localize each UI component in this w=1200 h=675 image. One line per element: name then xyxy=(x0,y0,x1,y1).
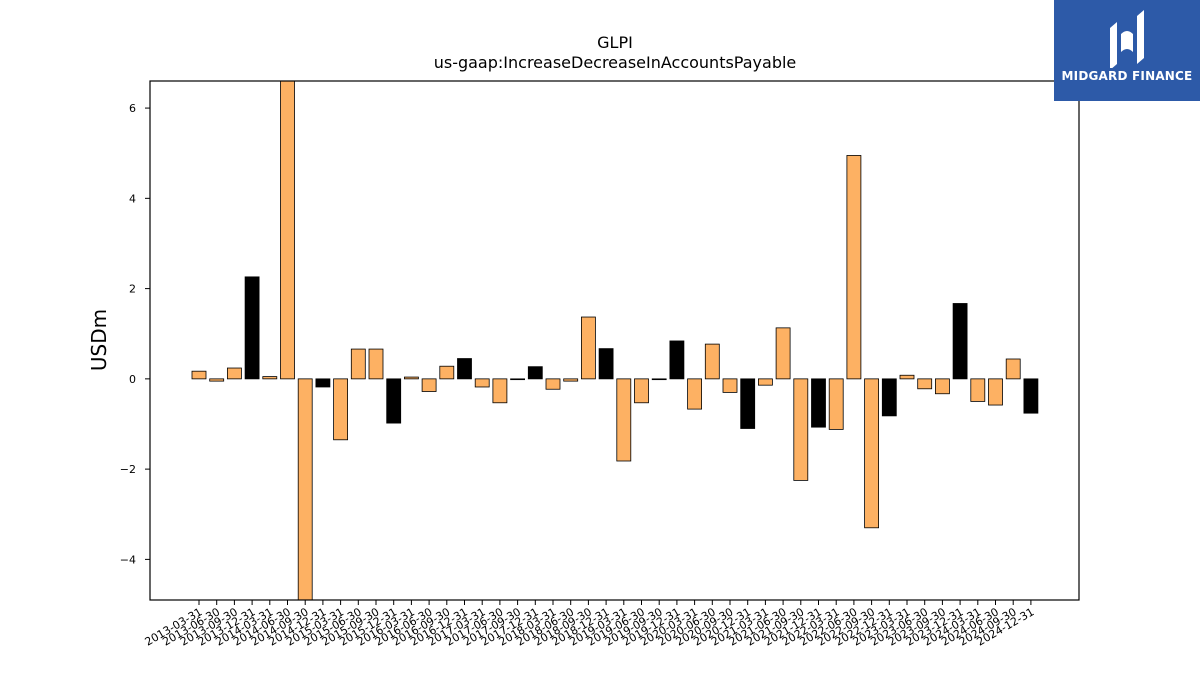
chart-title: GLPI xyxy=(597,33,633,52)
bar-2016-12-31 xyxy=(457,358,472,380)
bar-2019-03-31 xyxy=(616,378,632,462)
midgard-logo-icon xyxy=(1110,10,1144,68)
bar-2015-03-31 xyxy=(333,378,349,441)
bar-2013-12-31 xyxy=(244,276,260,380)
bar-2020-03-31 xyxy=(687,378,702,410)
bar-2024-12-31 xyxy=(1023,378,1039,414)
bar-2024-09-30 xyxy=(1005,358,1021,380)
bar-2023-06-30 xyxy=(917,378,933,390)
y-axis-ticks: −4 −2 0 2 4 6 xyxy=(120,102,150,566)
bar-2022-09-30 xyxy=(864,378,879,529)
bar-2014-06-30 xyxy=(280,80,295,380)
bar-2020-12-31 xyxy=(740,378,756,429)
bar-2019-06-30 xyxy=(634,378,649,404)
bar-2021-12-31 xyxy=(811,378,826,428)
bar-2021-09-30 xyxy=(793,378,809,481)
bar-2017-06-30 xyxy=(492,378,508,404)
bar-2016-03-31 xyxy=(403,376,419,380)
bar-2016-06-30 xyxy=(421,378,437,392)
logo-text: MIDGARD FINANCE xyxy=(1061,69,1193,83)
bar-2014-09-30 xyxy=(297,378,313,601)
plot-frame xyxy=(149,80,1080,601)
bar-2018-06-30 xyxy=(563,378,579,382)
bar-2014-03-31 xyxy=(262,376,278,380)
bar-2017-03-31 xyxy=(474,378,490,388)
bar-2023-09-30 xyxy=(935,378,950,395)
bar-2015-06-30 xyxy=(350,348,366,380)
y-axis-label: USDm xyxy=(87,309,111,371)
y-tick-label: −2 xyxy=(120,463,136,476)
bar-2022-06-30 xyxy=(846,155,862,380)
bar-2013-09-30 xyxy=(226,367,242,380)
bar-2013-06-30 xyxy=(209,378,225,382)
y-tick-label: 6 xyxy=(129,102,136,115)
bar-2023-12-31 xyxy=(952,303,968,380)
bar-2017-12-31 xyxy=(527,366,543,380)
bar-2020-09-30 xyxy=(722,378,738,393)
y-tick-label: 4 xyxy=(129,192,136,205)
bar-2022-12-31 xyxy=(881,378,897,417)
bar-2015-09-30 xyxy=(368,348,384,380)
bars-group xyxy=(191,80,1039,601)
y-tick-label: 0 xyxy=(129,373,136,386)
bar-2019-09-30 xyxy=(651,378,667,381)
bar-2024-03-31 xyxy=(970,378,986,402)
bar-2021-06-30 xyxy=(775,327,791,380)
bar-2014-12-31 xyxy=(315,378,331,388)
y-tick-label: −4 xyxy=(120,553,136,566)
bar-2018-03-31 xyxy=(545,378,561,390)
bar-2018-12-31 xyxy=(598,348,614,380)
bar-2020-06-30 xyxy=(704,343,720,380)
bar-2018-09-30 xyxy=(581,316,596,380)
bar-2016-09-30 xyxy=(439,365,455,380)
bar-2022-03-31 xyxy=(828,378,844,430)
bar-2019-12-31 xyxy=(669,340,685,380)
chart-subtitle: us-gaap:IncreaseDecreaseInAccountsPayabl… xyxy=(434,53,797,72)
y-tick-label: 2 xyxy=(129,283,136,296)
bar-2017-09-30 xyxy=(510,378,526,381)
bar-2013-03-31 xyxy=(191,370,207,380)
bar-2015-12-31 xyxy=(386,378,402,424)
x-axis-ticks: 2013-03-312013-06-302013-09-302013-12-31… xyxy=(143,600,1036,649)
bar-2021-03-31 xyxy=(758,378,773,386)
bar-2023-03-31 xyxy=(899,374,915,380)
bar-2024-06-30 xyxy=(988,378,1003,406)
midgard-finance-logo: MIDGARD FINANCE xyxy=(1054,0,1200,101)
